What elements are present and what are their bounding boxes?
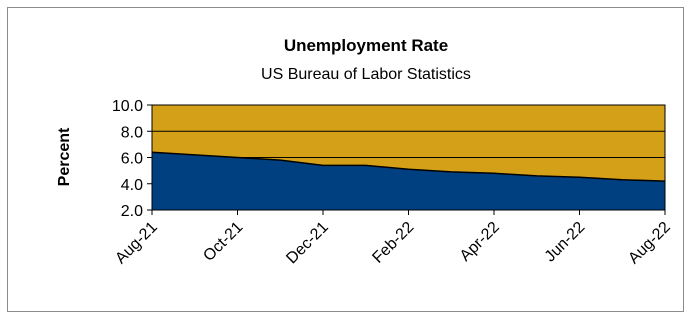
y-tick-label: 4.0 bbox=[121, 177, 143, 194]
x-tick-label: Aug-21 bbox=[112, 219, 161, 268]
y-tick-label: 2.0 bbox=[121, 203, 143, 220]
area-series-outline bbox=[151, 151, 666, 182]
area-series bbox=[152, 152, 665, 210]
chart-subtitle: US Bureau of Labor Statistics bbox=[261, 66, 471, 83]
chart-title: Unemployment Rate bbox=[284, 36, 448, 55]
x-tick-label: Dec-21 bbox=[283, 219, 332, 268]
y-tick-label: 8.0 bbox=[121, 124, 143, 141]
y-tick-label: 6.0 bbox=[121, 151, 143, 168]
x-tick-label: Feb-22 bbox=[369, 219, 417, 267]
x-tick-label: Jun-22 bbox=[542, 219, 589, 266]
plot-area: 2.0 4.0 6.0 8.0 10.0 Aug-21 Oct-21 Dec-21 Feb-22… bbox=[112, 98, 674, 267]
y-axis-label: Percent bbox=[56, 127, 73, 186]
x-tick-label: Oct-21 bbox=[200, 219, 246, 265]
y-tick-label: 10.0 bbox=[112, 98, 143, 115]
x-tick-label: Aug-22 bbox=[625, 219, 674, 268]
x-tick-label: Apr-22 bbox=[457, 219, 503, 265]
